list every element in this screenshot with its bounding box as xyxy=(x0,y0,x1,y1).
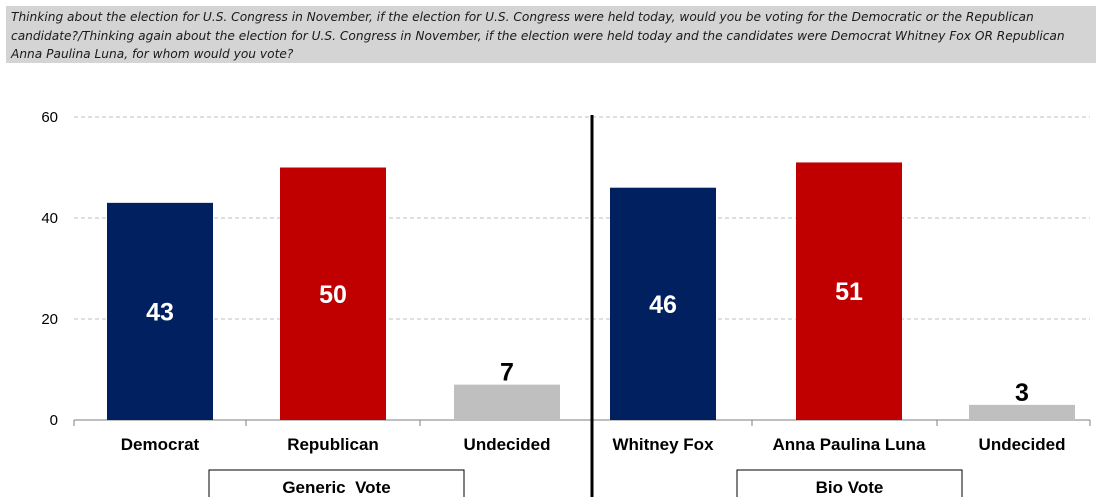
y-tick-label: 60 xyxy=(41,109,58,126)
group-labels: Generic Vote Bio Vote xyxy=(208,115,963,497)
data-label: 3 xyxy=(1015,379,1029,407)
data-label: 43 xyxy=(146,298,174,326)
group-label-box xyxy=(208,469,465,497)
data-label: 46 xyxy=(649,291,677,319)
question-text: Thinking about the election for U.S. Con… xyxy=(6,6,1096,63)
category-label: Anna Paulina Luna xyxy=(772,435,926,454)
data-label: 50 xyxy=(319,281,347,309)
bar xyxy=(280,167,386,420)
bar xyxy=(796,162,902,420)
group-label: Generic Vote xyxy=(282,478,390,497)
category-label: Undecided xyxy=(464,435,551,454)
category-labels: Democrat Republican Undecided Whitney Fox An… xyxy=(121,435,1066,454)
category-label: Republican xyxy=(287,435,379,454)
data-label: 7 xyxy=(500,359,514,387)
bars: 43 50 7 46 51 3 xyxy=(107,162,1075,420)
y-axis: 0 20 40 60 xyxy=(41,109,1091,429)
y-tick-label: 40 xyxy=(41,210,58,227)
gridlines xyxy=(74,116,1090,320)
y-tick-label: 20 xyxy=(41,311,58,328)
bar xyxy=(454,384,560,420)
data-label: 51 xyxy=(835,278,863,306)
group-label: Bio Vote xyxy=(816,478,884,497)
category-label: Undecided xyxy=(979,435,1066,454)
bar xyxy=(107,202,213,420)
group-label-box xyxy=(736,469,963,497)
bar xyxy=(610,187,716,420)
bar xyxy=(969,404,1075,420)
y-tick-label: 0 xyxy=(50,412,58,429)
category-label: Democrat xyxy=(121,435,200,454)
category-label: Whitney Fox xyxy=(612,435,714,454)
